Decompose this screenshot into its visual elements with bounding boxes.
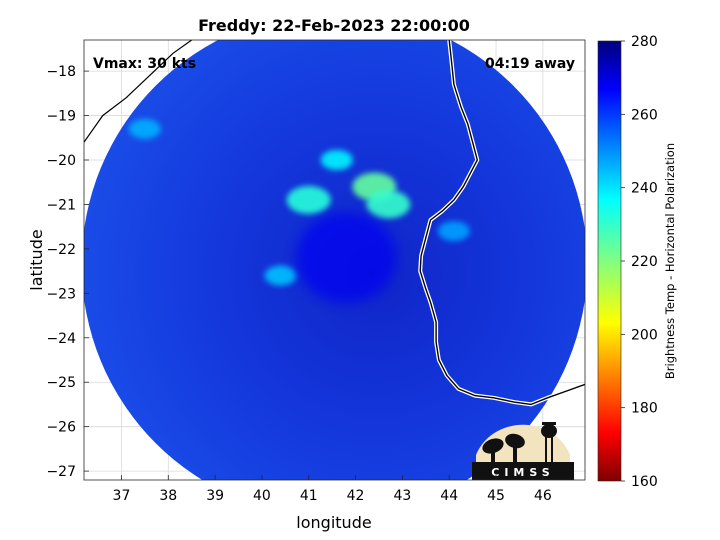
brightness-feature	[437, 221, 470, 242]
colorbar-tick-label: 260	[631, 107, 658, 123]
x-tick-label: 40	[253, 488, 271, 504]
x-axis-ticks: 37 38 39 40 41 42 43 44 45 46	[113, 475, 552, 504]
colorbar-tick-label: 280	[631, 34, 658, 50]
x-tick-label: 46	[534, 488, 552, 504]
x-tick-label: 41	[300, 488, 318, 504]
chart-title: Freddy: 22-Feb-2023 22:00:00	[198, 16, 470, 35]
vmax-annotation: Vmax: 30 kts	[93, 56, 196, 72]
y-tick-label: −26	[46, 420, 76, 436]
coastline	[419, 40, 585, 406]
x-tick-label: 45	[487, 488, 505, 504]
x-tick-label: 38	[159, 488, 177, 504]
brightness-feature	[286, 186, 331, 214]
y-tick-label: −27	[46, 464, 76, 480]
x-tick-label: 44	[440, 488, 458, 504]
plot-frame	[83, 39, 586, 481]
colorbar-tick-label: 220	[631, 254, 658, 270]
logo-water-tower-icon	[541, 422, 557, 463]
brightness-feature	[320, 150, 353, 170]
x-tick-label: 42	[347, 488, 365, 504]
brightness-feature	[296, 212, 397, 303]
x-tick-label: 37	[113, 488, 131, 504]
y-tick-label: −23	[46, 286, 76, 302]
mainland-coastline	[84, 40, 193, 143]
x-tick-label: 39	[206, 488, 224, 504]
distance-annotation: 04:19 away	[485, 56, 575, 72]
logo-dish-icon	[482, 433, 525, 463]
y-tick-label: −25	[46, 375, 76, 391]
y-axis-label: latitude	[27, 229, 46, 290]
x-tick-label: 43	[393, 488, 411, 504]
colorbar-label: Brightness Temp - Horizontal Polarizatio…	[663, 143, 677, 379]
y-tick-label: −18	[46, 64, 76, 80]
logo-banner	[472, 462, 574, 480]
y-tick-label: −24	[46, 331, 76, 347]
y-tick-label: −19	[46, 109, 76, 125]
cimss-logo: CIMSS	[472, 422, 574, 480]
y-tick-label: −22	[46, 242, 76, 258]
swath-layer	[84, 40, 585, 480]
colorbar-tick-label: 240	[631, 181, 658, 197]
colorbar-tick-label: 160	[631, 474, 658, 490]
logo-text: CIMSS	[491, 466, 554, 479]
brightness-feature	[366, 190, 411, 219]
x-axis-label: longitude	[296, 513, 371, 532]
y-tick-label: −20	[46, 153, 76, 169]
y-axis-ticks: −18 −19 −20 −21 −22 −23 −24 −25 −26 −27	[46, 64, 89, 480]
brightness-feature	[128, 118, 161, 139]
colorbar-tick-label: 200	[631, 327, 658, 343]
colorbar	[597, 40, 622, 482]
colorbar-tick-label: 180	[631, 401, 658, 417]
brightness-features	[128, 118, 470, 303]
y-tick-label: −21	[46, 197, 76, 213]
colorbar-ticks: 280 260 240 220 200 180 160	[621, 34, 658, 490]
brightness-feature	[264, 265, 297, 286]
coastlines	[84, 40, 585, 407]
